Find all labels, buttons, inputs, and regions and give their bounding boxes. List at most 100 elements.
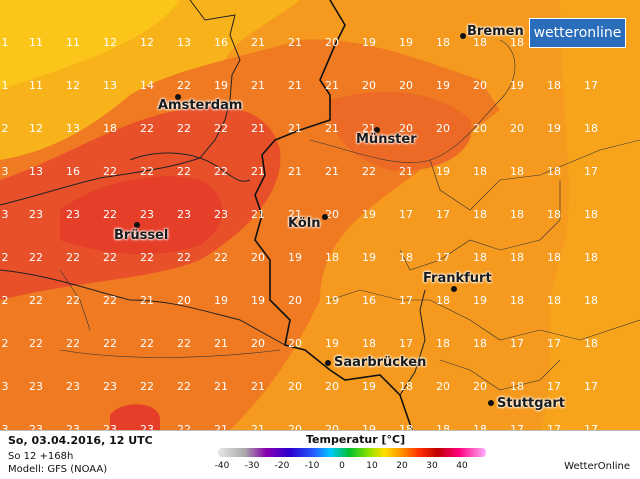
grid-value: 18	[547, 79, 561, 92]
grid-value: 18	[584, 208, 598, 221]
grid-value: 22	[214, 251, 228, 264]
grid-value: 18	[547, 294, 561, 307]
temperature-field	[0, 0, 640, 430]
grid-value: 20	[288, 423, 302, 431]
grid-value: 18	[103, 122, 117, 135]
grid-value: 22	[177, 122, 191, 135]
grid-value: 17	[547, 380, 561, 393]
wetteronline-logo[interactable]: wetteronline	[529, 18, 626, 48]
grid-value: 2	[1, 122, 9, 135]
grid-value: 21	[399, 165, 413, 178]
grid-value: 21	[251, 380, 265, 393]
grid-value: 22	[140, 251, 154, 264]
grid-value: 17	[399, 294, 413, 307]
grid-value: 20	[510, 122, 524, 135]
grid-value: 21	[325, 79, 339, 92]
grid-value: 21	[288, 122, 302, 135]
grid-value: 23	[103, 423, 117, 431]
grid-value: 17	[510, 423, 524, 431]
grid-value: 17	[510, 337, 524, 350]
city-label: Münster	[356, 132, 417, 147]
grid-value: 20	[362, 79, 376, 92]
grid-value: 17	[399, 337, 413, 350]
grid-value: 17	[547, 337, 561, 350]
grid-value: 23	[140, 208, 154, 221]
grid-value: 22	[177, 251, 191, 264]
grid-value: 19	[510, 79, 524, 92]
frankfurt-dot	[451, 286, 457, 292]
grid-value: 18	[510, 380, 524, 393]
grid-value: 18	[473, 251, 487, 264]
grid-value: 20	[436, 122, 450, 135]
grid-value: 22	[177, 337, 191, 350]
grid-value: 18	[584, 251, 598, 264]
grid-value: 20	[325, 423, 339, 431]
grid-value: 13	[103, 79, 117, 92]
grid-value: 20	[325, 380, 339, 393]
grid-value: 3	[1, 423, 9, 431]
grid-value: 23	[66, 380, 80, 393]
grid-value: 12	[140, 36, 154, 49]
grid-value: 21	[251, 165, 265, 178]
grid-value: 23	[29, 423, 43, 431]
city-label: Bremen	[467, 24, 524, 39]
grid-value: 18	[510, 165, 524, 178]
muenster-dot	[374, 127, 380, 133]
grid-value: 17	[399, 208, 413, 221]
grid-value: 19	[436, 165, 450, 178]
grid-value: 11	[66, 36, 80, 49]
grid-value: 18	[473, 36, 487, 49]
grid-value: 17	[584, 423, 598, 431]
grid-value: 18	[399, 423, 413, 431]
grid-value: 16	[362, 294, 376, 307]
grid-value: 19	[251, 294, 265, 307]
grid-value: 18	[436, 36, 450, 49]
grid-value: 18	[399, 380, 413, 393]
grid-value: 18	[325, 251, 339, 264]
grid-value: 13	[66, 122, 80, 135]
grid-value: 21	[251, 36, 265, 49]
grid-value: 22	[103, 251, 117, 264]
bruessel-dot	[134, 222, 140, 228]
grid-value: 19	[547, 122, 561, 135]
grid-value: 19	[362, 251, 376, 264]
grid-value: 18	[547, 251, 561, 264]
amsterdam-dot	[175, 94, 181, 100]
grid-value: 18	[399, 251, 413, 264]
grid-value: 18	[473, 165, 487, 178]
grid-value: 19	[362, 36, 376, 49]
grid-value: 12	[66, 79, 80, 92]
grid-value: 21	[251, 423, 265, 431]
grid-value: 22	[140, 380, 154, 393]
forecast-step: So 12 +168h	[8, 451, 74, 462]
grid-value: 23	[177, 208, 191, 221]
grid-value: 3	[1, 208, 9, 221]
legend-tick: 20	[396, 461, 408, 471]
grid-value: 17	[584, 79, 598, 92]
grid-value: 18	[473, 208, 487, 221]
grid-value: 11	[29, 79, 43, 92]
grid-value: 18	[584, 337, 598, 350]
grid-value: 21	[288, 79, 302, 92]
grid-value: 20	[325, 36, 339, 49]
grid-value: 21	[251, 122, 265, 135]
grid-value: 16	[214, 36, 228, 49]
city-label: Stuttgart	[497, 396, 565, 411]
grid-value: 22	[103, 165, 117, 178]
grid-value: 20	[251, 337, 265, 350]
legend-tick: 0	[339, 461, 345, 471]
grid-value: 22	[29, 337, 43, 350]
legend-tick: 40	[456, 461, 468, 471]
grid-value: 22	[29, 251, 43, 264]
grid-value: 18	[436, 423, 450, 431]
grid-value: 2	[1, 251, 9, 264]
grid-value: 17	[547, 423, 561, 431]
grid-value: 22	[140, 337, 154, 350]
legend-tick: -20	[274, 461, 290, 471]
grid-value: 19	[325, 337, 339, 350]
map-footer: So, 03.04.2016, 12 UTC So 12 +168h Model…	[0, 430, 640, 479]
grid-value: 21	[288, 208, 302, 221]
grid-value: 12	[103, 36, 117, 49]
grid-value: 23	[66, 423, 80, 431]
grid-value: 19	[362, 423, 376, 431]
